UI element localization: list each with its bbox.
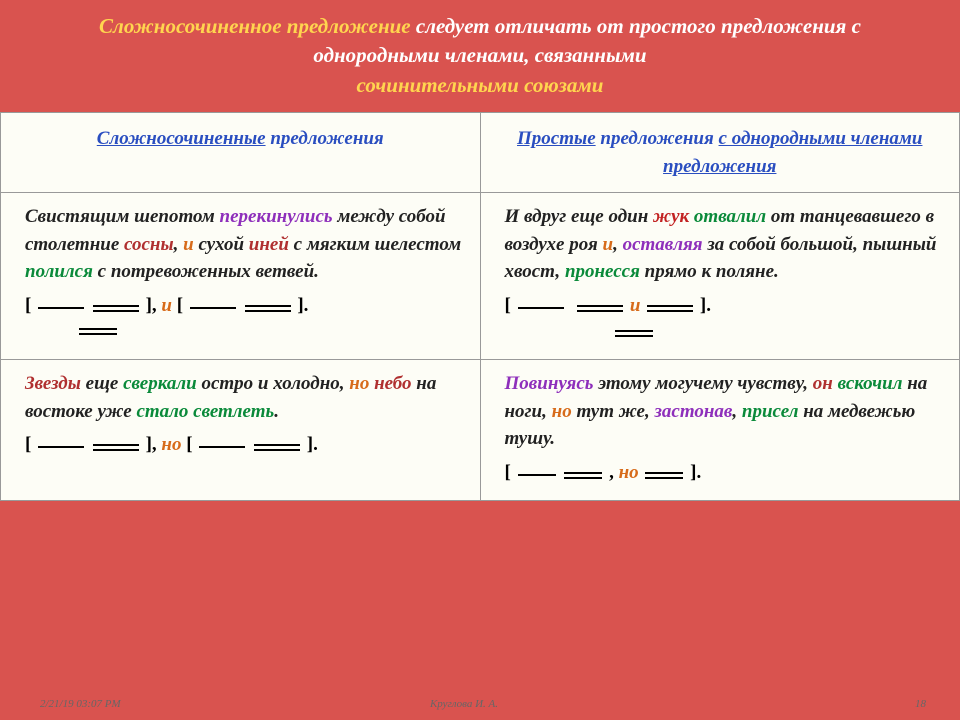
slide-title: Сложносочиненное предложение следует отл… xyxy=(0,0,960,112)
comparison-table: Сложносочиненные предложения Простые пре… xyxy=(0,112,960,501)
footer-author: Круглова И. А. xyxy=(430,698,498,710)
footer-page: 18 xyxy=(915,698,926,710)
cell-r2-right: Повинуясь этому могучему чувству, он вск… xyxy=(480,360,960,501)
schema-r2l: [ ], но [ ]. xyxy=(25,431,466,459)
schema-r2r: [ , но ]. xyxy=(505,459,946,487)
cell-r1-right: И вдруг еще один жук отвалил от танцевав… xyxy=(480,193,960,360)
cell-r1-left: Свистящим шепотом перекинулись между соб… xyxy=(1,193,481,360)
schema-r1r: [ и ]. xyxy=(505,292,946,320)
cell-r2-left: Звезды еще сверкали остро и холодно, но … xyxy=(1,360,481,501)
footer-timestamp: 2/21/19 03:07 PM xyxy=(40,698,121,710)
title-accent-2: сочинительными союзами xyxy=(357,73,604,97)
title-accent-1: Сложносочиненное предложение xyxy=(99,14,411,38)
col-head-left: Сложносочиненные предложения xyxy=(1,113,481,193)
col-head-right: Простые предложения с однородными членам… xyxy=(480,113,960,193)
